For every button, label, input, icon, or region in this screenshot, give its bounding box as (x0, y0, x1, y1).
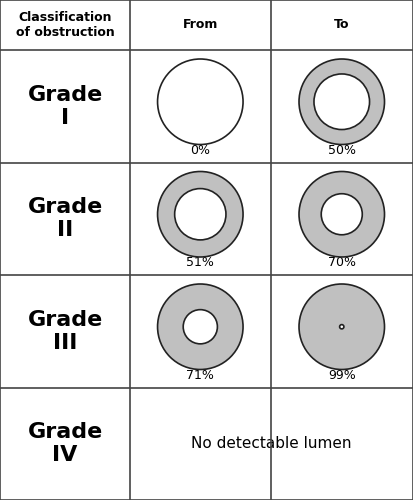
Text: Classification
of obstruction: Classification of obstruction (16, 11, 114, 39)
Text: Grade
III: Grade III (27, 310, 103, 353)
Text: 0%: 0% (190, 144, 210, 157)
Text: 99%: 99% (328, 369, 356, 382)
Text: Grade
II: Grade II (27, 197, 103, 240)
Text: Grade
IV: Grade IV (27, 422, 103, 466)
Text: 70%: 70% (328, 256, 356, 270)
Text: Grade
I: Grade I (27, 84, 103, 128)
Text: 71%: 71% (186, 369, 214, 382)
Text: 50%: 50% (328, 144, 356, 157)
Text: From: From (183, 18, 218, 32)
Text: 51%: 51% (186, 256, 214, 270)
Text: No detectable lumen: No detectable lumen (191, 436, 352, 451)
Text: To: To (334, 18, 349, 32)
